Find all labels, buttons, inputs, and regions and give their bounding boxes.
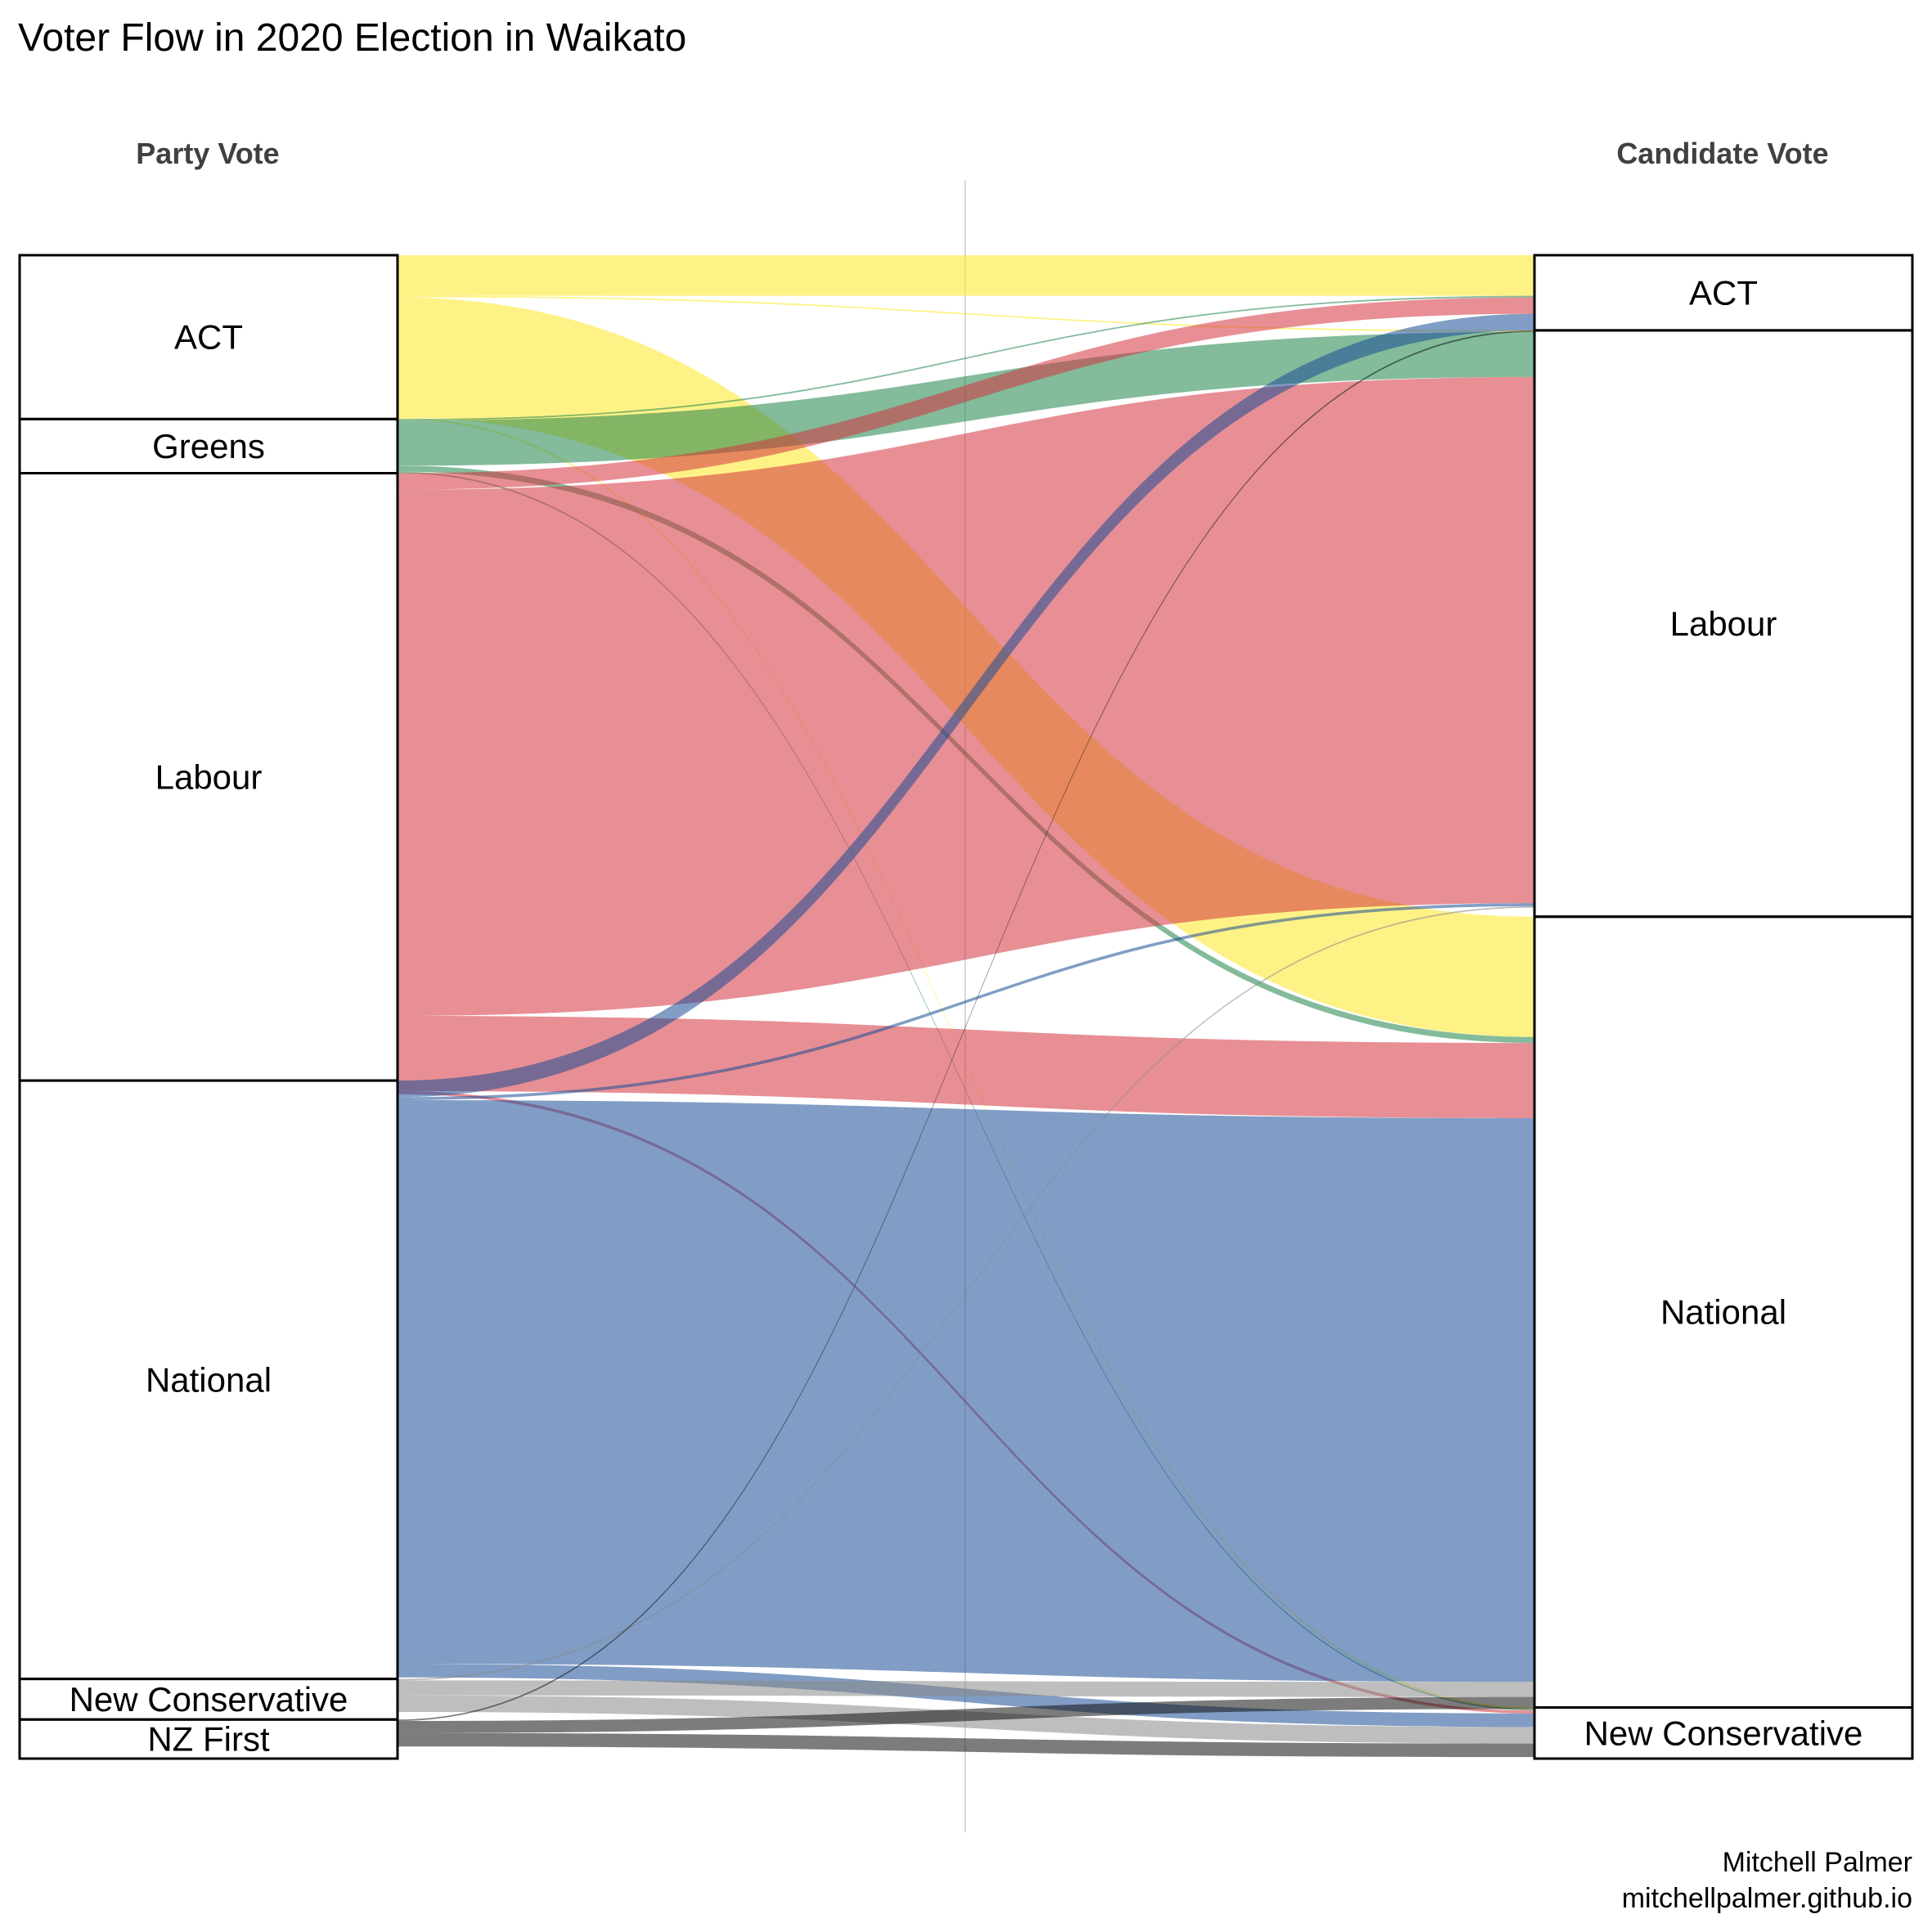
flow-labour-to-act [398, 297, 1534, 490]
caption-url: mitchellpalmer.github.io [1622, 1883, 1912, 1914]
flow-national-to-labour [398, 903, 1534, 1100]
flow-labour-to-labour [398, 376, 1534, 1017]
flow-nz-first-to-new-conservative [398, 1732, 1534, 1758]
flow-new-conservative-to-national [398, 1680, 1534, 1697]
flows-layer [398, 255, 1534, 1758]
right-node-new-conservative [1533, 1706, 1914, 1760]
flow-act-to-act [398, 255, 1534, 296]
right-node-label-new-conservative: New Conservative [1584, 1714, 1863, 1752]
flow-national-to-act [398, 313, 1534, 1098]
candidate-vote-header: Candidate Vote [1616, 137, 1828, 170]
flow-new-conservative-to-labour [398, 905, 1534, 1681]
chart-title: Voter Flow in 2020 Election in Waikato [18, 16, 686, 60]
party-vote-header: Party Vote [136, 137, 279, 170]
flow-greens-to-act [398, 295, 1534, 421]
right-node-label-labour: Labour [1670, 604, 1777, 643]
right-node-label-national: National [1660, 1293, 1786, 1332]
left-node-nz-first [18, 1718, 399, 1760]
flow-labour-to-national [398, 1016, 1534, 1119]
left-node-label-greens: Greens [152, 427, 265, 465]
left-node-label-national: National [146, 1360, 272, 1399]
left-node-label-new-conservative: New Conservative [70, 1680, 348, 1719]
left-node-label-labour: Labour [155, 757, 263, 796]
flow-act-to-labour [398, 295, 1534, 332]
right-node-label-act: ACT [1689, 273, 1758, 312]
left-node-label-act: ACT [174, 318, 243, 357]
flow-nz-first-to-national [398, 1696, 1534, 1733]
flow-national-to-national [398, 1099, 1534, 1683]
flow-nz-first-to-act [398, 330, 1534, 1722]
left-node-label-nz-first: NZ First [147, 1720, 270, 1759]
caption-author: Mitchell Palmer [1723, 1847, 1912, 1878]
